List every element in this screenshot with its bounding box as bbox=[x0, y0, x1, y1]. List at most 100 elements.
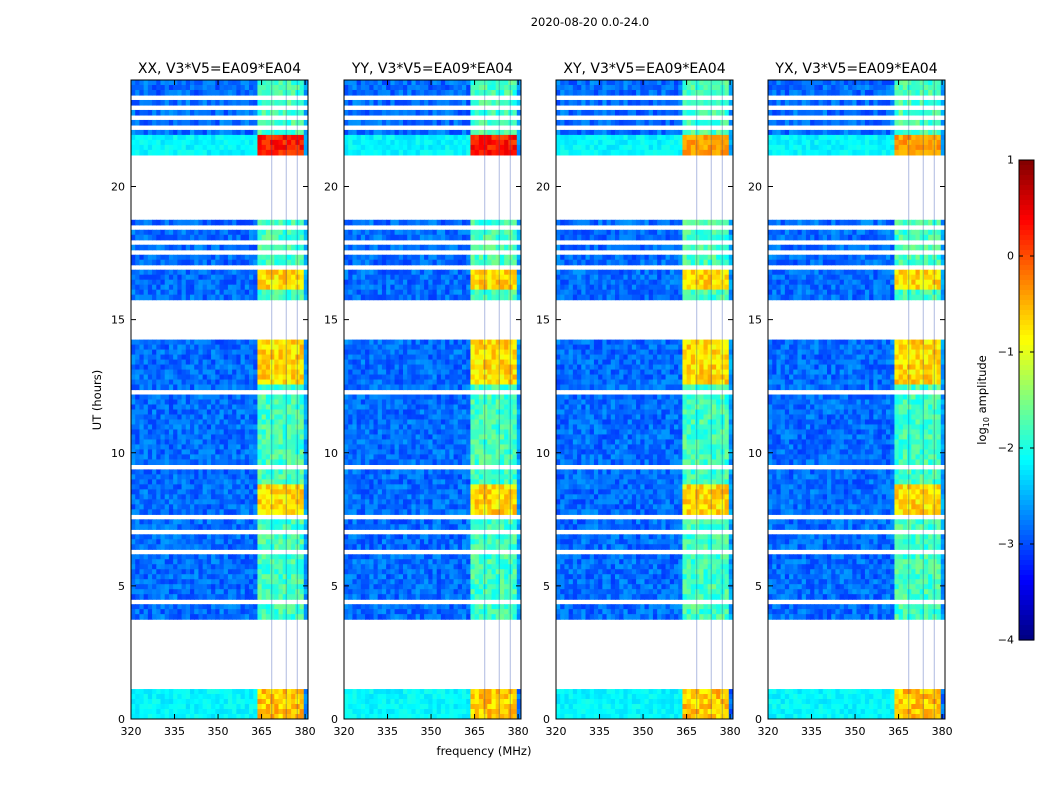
x-tick-label: 380 bbox=[295, 725, 316, 738]
colorbar-segment bbox=[1019, 580, 1034, 586]
panel-yx: YX, V3*V5=EA09*EA04 320 335 350 365 380 0 5 10 15… bbox=[748, 61, 953, 738]
colorbar-segment bbox=[1019, 165, 1034, 171]
y-tick-label: 10 bbox=[748, 447, 762, 460]
x-tick-label: 320 bbox=[758, 725, 779, 738]
panels-group: XX, V3*V5=EA09*EA04 320 335 350 365 380 0 5 10 15… bbox=[111, 61, 953, 738]
colorbar-segment bbox=[1019, 475, 1034, 481]
panel-title: XY, V3*V5=EA09*EA04 bbox=[563, 61, 725, 77]
colorbar-segment bbox=[1019, 380, 1034, 386]
colorbar-segment bbox=[1019, 390, 1034, 396]
x-tick-label: 350 bbox=[208, 725, 229, 738]
colorbar-segment bbox=[1019, 265, 1034, 271]
colorbar-segment bbox=[1019, 220, 1034, 226]
colorbar-label-sub: 10 bbox=[982, 417, 991, 427]
colorbar-segment bbox=[1019, 420, 1034, 426]
colorbar-segment bbox=[1019, 375, 1034, 381]
colorbar-segment bbox=[1019, 280, 1034, 286]
colorbar-segment bbox=[1019, 520, 1034, 526]
x-tick-label: 380 bbox=[720, 725, 741, 738]
x-tick-label: 380 bbox=[508, 725, 529, 738]
colorbar-segment bbox=[1019, 590, 1034, 596]
colorbar-segment bbox=[1019, 635, 1034, 641]
colorbar-segment bbox=[1019, 610, 1034, 616]
colorbar-segment bbox=[1019, 490, 1034, 496]
y-tick-label: 20 bbox=[111, 181, 125, 194]
y-tick-label: 5 bbox=[543, 580, 550, 593]
colorbar-segment bbox=[1019, 320, 1034, 326]
colorbar-segment bbox=[1019, 435, 1034, 441]
colorbar-segment bbox=[1019, 510, 1034, 516]
colorbar-segment bbox=[1019, 485, 1034, 491]
colorbar-segment bbox=[1019, 535, 1034, 541]
x-tick-label: 350 bbox=[633, 725, 654, 738]
colorbar-segment bbox=[1019, 470, 1034, 476]
colorbar-segment bbox=[1019, 615, 1034, 621]
colorbar-segment bbox=[1019, 480, 1034, 486]
panel-frame bbox=[767, 79, 946, 720]
colorbar-segment bbox=[1019, 540, 1034, 546]
colorbar-segment bbox=[1019, 345, 1034, 351]
colorbar-segment bbox=[1019, 225, 1034, 231]
colorbar-segment bbox=[1019, 245, 1034, 251]
colorbar-segment bbox=[1019, 525, 1034, 531]
colorbar-segment bbox=[1019, 465, 1034, 471]
y-tick-label: 20 bbox=[324, 181, 338, 194]
x-tick-label: 320 bbox=[334, 725, 355, 738]
colorbar-segment bbox=[1019, 600, 1034, 606]
colorbar-label: log10 amplitude bbox=[975, 355, 991, 445]
y-tick-label: 10 bbox=[111, 447, 125, 460]
colorbar-segment bbox=[1019, 185, 1034, 191]
colorbar-segment bbox=[1019, 625, 1034, 631]
colorbar-segment bbox=[1019, 180, 1034, 186]
colorbar-segment bbox=[1019, 400, 1034, 406]
colorbar-segment bbox=[1019, 560, 1034, 566]
colorbar-segment bbox=[1019, 260, 1034, 266]
colorbar-tick-label: 0 bbox=[1007, 250, 1014, 263]
x-tick-label: 365 bbox=[464, 725, 485, 738]
colorbar-segment bbox=[1019, 530, 1034, 536]
x-tick-label: 320 bbox=[546, 725, 567, 738]
colorbar-tick-label: −3 bbox=[998, 538, 1014, 551]
heatmap-image bbox=[556, 80, 733, 719]
panel-frame bbox=[343, 79, 522, 720]
colorbar-segment bbox=[1019, 575, 1034, 581]
x-tick-label: 380 bbox=[932, 725, 953, 738]
x-tick-label: 335 bbox=[801, 725, 822, 738]
x-tick-label: 365 bbox=[888, 725, 909, 738]
colorbar-segment bbox=[1019, 315, 1034, 321]
heatmap-image bbox=[131, 80, 308, 719]
colorbar-segment bbox=[1019, 300, 1034, 306]
colorbar-segment bbox=[1019, 630, 1034, 636]
colorbar-segment bbox=[1019, 550, 1034, 556]
x-tick-label: 365 bbox=[676, 725, 697, 738]
colorbar-segment bbox=[1019, 595, 1034, 601]
colorbar-segment bbox=[1019, 270, 1034, 276]
colorbar-segment bbox=[1019, 305, 1034, 311]
colorbar-segment bbox=[1019, 170, 1034, 176]
colorbar-segment bbox=[1019, 385, 1034, 391]
panel-title: YY, V3*V5=EA09*EA04 bbox=[351, 61, 513, 77]
colorbar-segment bbox=[1019, 295, 1034, 301]
x-tick-label: 335 bbox=[377, 725, 398, 738]
colorbar-segment bbox=[1019, 285, 1034, 291]
panel-title: YX, V3*V5=EA09*EA04 bbox=[774, 61, 937, 77]
panel-frame bbox=[555, 79, 734, 720]
y-tick-label: 5 bbox=[755, 580, 762, 593]
colorbar-segment bbox=[1019, 340, 1034, 346]
colorbar-segment bbox=[1019, 325, 1034, 331]
colorbar-tick-label: 1 bbox=[1007, 154, 1014, 167]
colorbar-segment bbox=[1019, 410, 1034, 416]
y-tick-label: 5 bbox=[118, 580, 125, 593]
x-axis-label: frequency (MHz) bbox=[437, 744, 532, 758]
colorbar-segment bbox=[1019, 310, 1034, 316]
colorbar-segment bbox=[1019, 335, 1034, 341]
panel-title: XX, V3*V5=EA09*EA04 bbox=[138, 61, 301, 77]
y-tick-label: 20 bbox=[748, 181, 762, 194]
colorbar-segment bbox=[1019, 415, 1034, 421]
y-tick-label: 15 bbox=[111, 314, 125, 327]
colorbar-segment bbox=[1019, 505, 1034, 511]
colorbar-segment bbox=[1019, 215, 1034, 221]
colorbar-segment bbox=[1019, 445, 1034, 451]
